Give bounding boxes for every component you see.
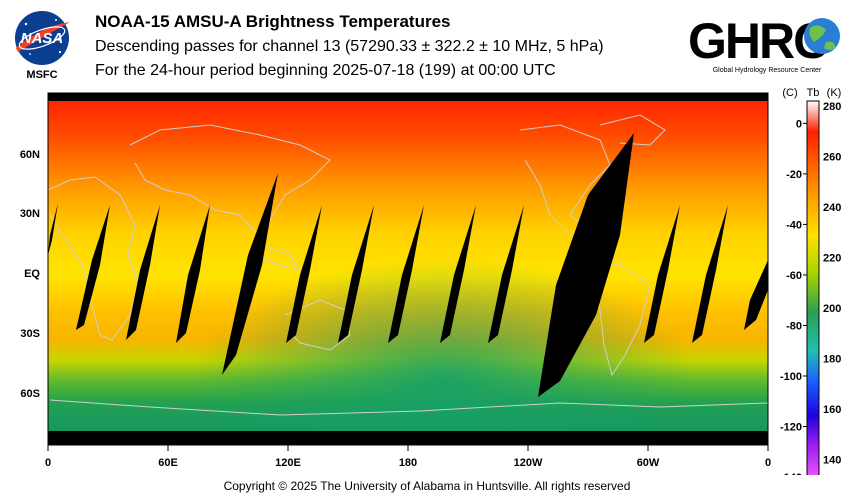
subtitle-channel: Descending passes for channel 13 (57290.… [95,38,604,55]
colorbar-kelvin-tick: 220 [823,253,841,265]
nasa-logo: NASA MSFC [12,8,76,81]
subtitle-period: For the 24-hour period beginning 2025-07… [95,62,556,79]
longitude-ticks [47,445,769,451]
lon-label: 180 [399,457,417,469]
colorbar-kelvin-labels: 280 260 240 220 200 180 160 140 [823,101,841,467]
colorbar-tb-header: Tb [807,87,820,99]
lat-label: 30S [20,328,40,340]
lon-label: 0 [765,457,771,469]
ghrc-logo: GHRC Global Hydrology Resource Center [686,8,848,78]
colorbar-kelvin-tick: 240 [823,202,841,214]
colorbar-kelvin-tick: 200 [823,303,841,315]
colorbar-kelvin-tick: 260 [823,152,841,164]
colorbar-kelvin-tick: 280 [823,101,841,113]
swath-gaps [48,133,768,397]
colorbar-celsius-tick: -40 [786,219,802,231]
lon-label: 120W [514,457,543,469]
colorbar-celsius-tick: -100 [780,371,802,383]
colorbar-kelvin-tick: 180 [823,354,841,366]
colorbar-kelvin-tick: 140 [823,455,841,467]
colorbar-ramp [806,100,820,475]
copyright-notice: Copyright © 2025 The University of Alaba… [223,479,631,493]
lon-label: 0 [45,457,51,469]
lat-label: 60N [20,149,40,161]
colorbar-celsius-tick: -80 [786,320,802,332]
lon-label: 60E [158,457,178,469]
lon-label: 60W [637,457,660,469]
colorbar-celsius-tick: -60 [786,270,802,282]
colorbar-celsius-tick: -120 [780,422,802,434]
colorbar-celsius-tick: -140 [780,472,802,475]
longitude-labels: 0 60E 120E 180 120W 60W 0 [45,457,771,469]
colorbar-celsius-labels: 0 -20 -40 -60 -80 -100 -120 -140 [780,118,802,475]
lat-label: EQ [24,268,40,280]
colorbar-ticks [803,122,807,428]
colorbar: (C) Tb (K) 0 -20 -40 -60 -80 -100 -120 -140 280… [780,87,841,475]
colorbar-celsius-tick: 0 [796,118,802,130]
colorbar-celsius-tick: -20 [786,169,802,181]
nasa-wordmark: NASA [21,30,64,47]
page-title: NOAA-15 AMSU-A Brightness Temperatures [95,12,451,31]
colorbar-kelvin-tick: 160 [823,404,841,416]
colorbar-celsius-header: (C) [782,87,797,99]
msfc-label: MSFC [26,69,57,80]
lat-label: 30N [20,208,40,220]
colorbar-kelvin-header: (K) [827,87,842,99]
lon-label: 120E [275,457,301,469]
latitude-labels: 60N 30N EQ 30S 60S [20,149,41,400]
lat-label: 60S [20,388,40,400]
brightness-map: 60N 30N EQ 30S 60S 0 60E 120E 180 120W 6… [20,87,841,475]
temperature-field [48,93,768,445]
ghrc-caption: Global Hydrology Resource Center [713,67,822,74]
